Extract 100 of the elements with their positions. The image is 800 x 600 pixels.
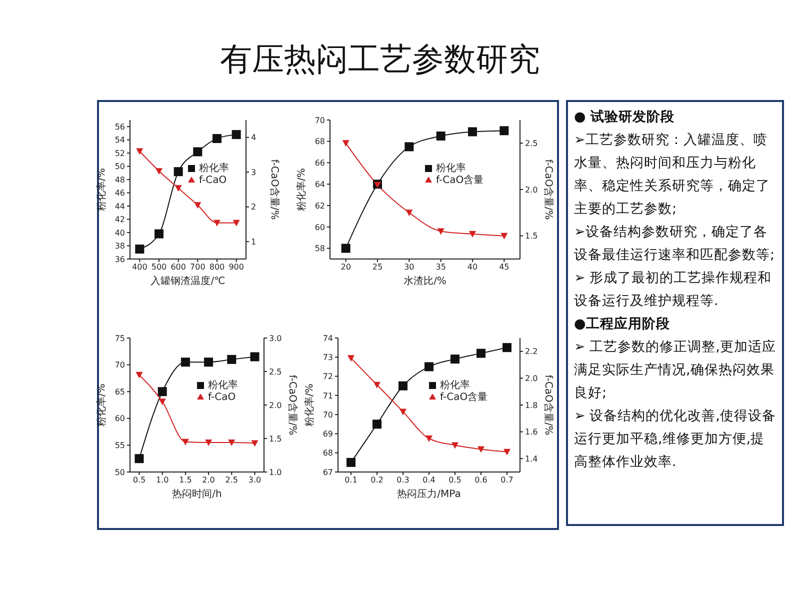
y-tick-label: 70 bbox=[114, 360, 125, 370]
y-tick-label: 68 bbox=[314, 137, 325, 146]
point bbox=[182, 438, 189, 446]
text: 有压热闷工艺参数研究 bbox=[219, 39, 541, 80]
y2-tick-label: 2.5 bbox=[269, 367, 282, 376]
text: ➢ 工艺参数的修正调整,更加适应满足实际生产情况,确保热闷效果良好; bbox=[574, 338, 776, 403]
point bbox=[232, 220, 240, 226]
legend-label: f-CaO含量 bbox=[440, 392, 488, 403]
x-tick-label: 800 bbox=[209, 262, 225, 272]
x-tick-label: 40 bbox=[467, 262, 478, 272]
y2-tick-label: 2 bbox=[251, 202, 256, 212]
point bbox=[342, 140, 350, 147]
point bbox=[194, 202, 202, 209]
y2-tick-label: 2.0 bbox=[525, 374, 538, 384]
text: ● 试验研发阶段 bbox=[574, 108, 676, 127]
point bbox=[158, 398, 166, 406]
y2-tick-label: 3 bbox=[251, 168, 256, 177]
y-tick-label: 64 bbox=[314, 180, 325, 189]
x-tick-label: 35 bbox=[436, 262, 446, 272]
y-tick-label: 66 bbox=[314, 158, 325, 168]
point bbox=[174, 185, 182, 192]
point bbox=[227, 354, 236, 364]
point bbox=[341, 244, 350, 253]
x-tick-label: 0.3 bbox=[396, 476, 410, 485]
legend-label: f-CaO bbox=[199, 175, 227, 186]
point bbox=[156, 168, 162, 175]
y2-tick-label: 1.4 bbox=[525, 454, 538, 464]
point bbox=[180, 358, 190, 367]
y-tick-label: 60 bbox=[314, 222, 325, 232]
y-tick-label: 72 bbox=[322, 372, 333, 382]
x-tick-label: 400 bbox=[132, 262, 148, 272]
point bbox=[212, 134, 222, 144]
point bbox=[400, 408, 406, 416]
point bbox=[158, 387, 167, 396]
y-tick-label: 65 bbox=[114, 387, 125, 396]
point bbox=[437, 228, 444, 235]
y2-tick-label: 2.0 bbox=[269, 400, 282, 410]
point bbox=[404, 142, 414, 152]
x-axis-title: 热闷压力/MPa bbox=[397, 488, 461, 500]
point bbox=[136, 372, 143, 378]
y-tick-label: 74 bbox=[322, 334, 333, 343]
text: ➢工艺参数研究：入罐温度、喷水量、热闷时间和压力与粉化率、稳定性关系研究等，确定了主要的工艺参数; bbox=[574, 131, 771, 219]
y-tick-label: 36 bbox=[114, 254, 125, 264]
y2-tick-label: 3.0 bbox=[269, 334, 282, 343]
x-tick-label: 1.0 bbox=[156, 476, 169, 485]
point bbox=[426, 436, 432, 442]
point bbox=[500, 232, 508, 240]
point bbox=[468, 127, 477, 136]
point bbox=[136, 148, 144, 155]
y2-axis-title: f-CaO含量/% bbox=[542, 159, 554, 220]
x-tick-label: 500 bbox=[151, 262, 167, 272]
y2-tick-label: 1.8 bbox=[525, 400, 538, 410]
y-tick-label: 70 bbox=[314, 116, 325, 125]
point bbox=[502, 343, 512, 352]
y-axis-title: 粉化率/% bbox=[96, 168, 108, 211]
y-tick-label: 68 bbox=[322, 448, 333, 458]
x-tick-label: 0.4 bbox=[422, 476, 436, 485]
y-tick-label: 50 bbox=[114, 162, 125, 172]
point bbox=[406, 210, 413, 216]
x-tick-label: 45 bbox=[499, 262, 510, 272]
point bbox=[436, 132, 446, 141]
text: ➢ 形成了最初的工艺操作规程和设备运行及维护规程等. bbox=[574, 269, 773, 311]
y2-tick-label: 1 bbox=[251, 237, 256, 246]
y-tick-label: 62 bbox=[314, 201, 325, 210]
point bbox=[228, 440, 236, 446]
y-tick-label: 75 bbox=[114, 334, 125, 343]
y-tick-label: 42 bbox=[114, 215, 125, 224]
y-tick-label: 52 bbox=[114, 148, 125, 158]
text: ➢设备结构参数研究，确定了各设备最佳运行速率和匹配参数等; bbox=[574, 223, 776, 265]
point bbox=[476, 348, 486, 358]
y-axis-title: 粉化率/% bbox=[304, 384, 316, 426]
y-tick-label: 56 bbox=[114, 122, 125, 132]
x-tick-label: 600 bbox=[170, 262, 186, 272]
y-tick-label: 46 bbox=[114, 188, 125, 198]
x-tick-label: 25 bbox=[372, 262, 383, 272]
y2-tick-label: 1.0 bbox=[269, 468, 282, 477]
x-tick-label: 30 bbox=[404, 262, 414, 272]
y-tick-label: 48 bbox=[114, 175, 125, 184]
point bbox=[469, 230, 476, 238]
y-tick-label: 44 bbox=[114, 202, 125, 211]
point bbox=[232, 130, 241, 140]
point bbox=[250, 352, 260, 362]
point bbox=[450, 354, 460, 364]
point bbox=[135, 244, 144, 254]
legend-label: 粉化率 bbox=[436, 163, 466, 174]
x-tick-label: 700 bbox=[190, 262, 206, 272]
legend-label: 粉化率 bbox=[199, 163, 229, 174]
text: ●工程应用阶段 bbox=[574, 315, 671, 334]
point bbox=[500, 126, 509, 136]
x-tick-label: 2.0 bbox=[202, 476, 215, 485]
legend-label: f-CaO bbox=[208, 392, 236, 403]
point bbox=[372, 420, 382, 429]
point bbox=[251, 440, 258, 447]
y-axis-title: 粉化率/% bbox=[96, 384, 108, 426]
y-tick-label: 58 bbox=[314, 244, 325, 254]
y-tick-label: 60 bbox=[114, 414, 125, 424]
y2-axis-title: f-CaO含量/% bbox=[268, 159, 280, 220]
y-tick-label: 40 bbox=[114, 228, 125, 238]
point bbox=[504, 448, 510, 456]
point bbox=[346, 458, 356, 467]
